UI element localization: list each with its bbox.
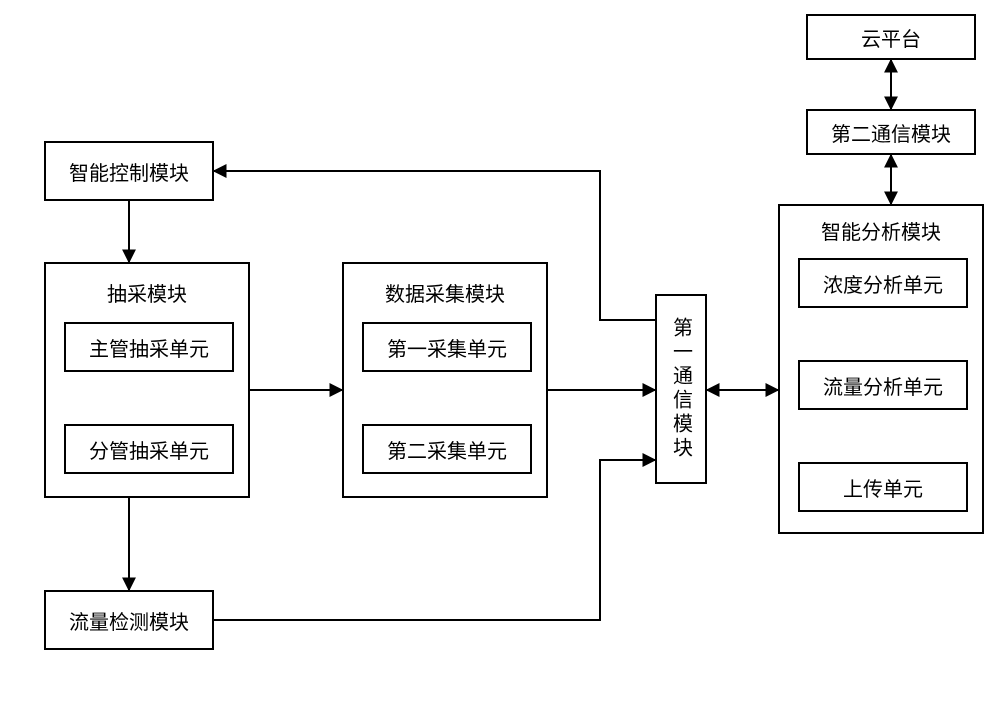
- node-label: 浓度分析单元: [823, 269, 943, 298]
- node-concentration-analysis: 浓度分析单元: [798, 258, 968, 308]
- group-intelligent-analysis: 智能分析模块 浓度分析单元 流量分析单元 上传单元: [778, 204, 984, 534]
- node-label: 第一通信模块: [667, 317, 696, 461]
- node-label: 主管抽采单元: [89, 333, 209, 362]
- node-acquisition-2: 第二采集单元: [362, 424, 532, 474]
- node-acquisition-1: 第一采集单元: [362, 322, 532, 372]
- node-flow-detect: 流量检测模块: [44, 590, 214, 650]
- node-label: 第二采集单元: [387, 435, 507, 464]
- node-label: 流量检测模块: [69, 606, 189, 635]
- node-main-pipe-sampling: 主管抽采单元: [64, 322, 234, 372]
- diagram-canvas: 云平台 第二通信模块 智能控制模块 第一通信模块 流量检测模块 抽采模块 主管抽…: [0, 0, 1000, 703]
- group-sampling: 抽采模块 主管抽采单元 分管抽采单元: [44, 262, 250, 498]
- node-label: 第一采集单元: [387, 333, 507, 362]
- node-comm2: 第二通信模块: [806, 109, 976, 155]
- node-branch-pipe-sampling: 分管抽采单元: [64, 424, 234, 474]
- node-label: 第二通信模块: [831, 118, 951, 147]
- node-cloud-platform: 云平台: [806, 14, 976, 60]
- node-label: 智能控制模块: [69, 157, 189, 186]
- group-title: 智能分析模块: [780, 216, 982, 245]
- node-flow-analysis: 流量分析单元: [798, 360, 968, 410]
- group-data-acquisition: 数据采集模块 第一采集单元 第二采集单元: [342, 262, 548, 498]
- group-title: 抽采模块: [46, 278, 248, 307]
- node-upload: 上传单元: [798, 462, 968, 512]
- node-label: 分管抽采单元: [89, 435, 209, 464]
- group-title: 数据采集模块: [344, 278, 546, 307]
- node-intelligent-control: 智能控制模块: [44, 141, 214, 201]
- node-comm1: 第一通信模块: [655, 294, 707, 484]
- node-label: 上传单元: [843, 473, 923, 502]
- node-label: 云平台: [861, 23, 921, 52]
- node-label: 流量分析单元: [823, 371, 943, 400]
